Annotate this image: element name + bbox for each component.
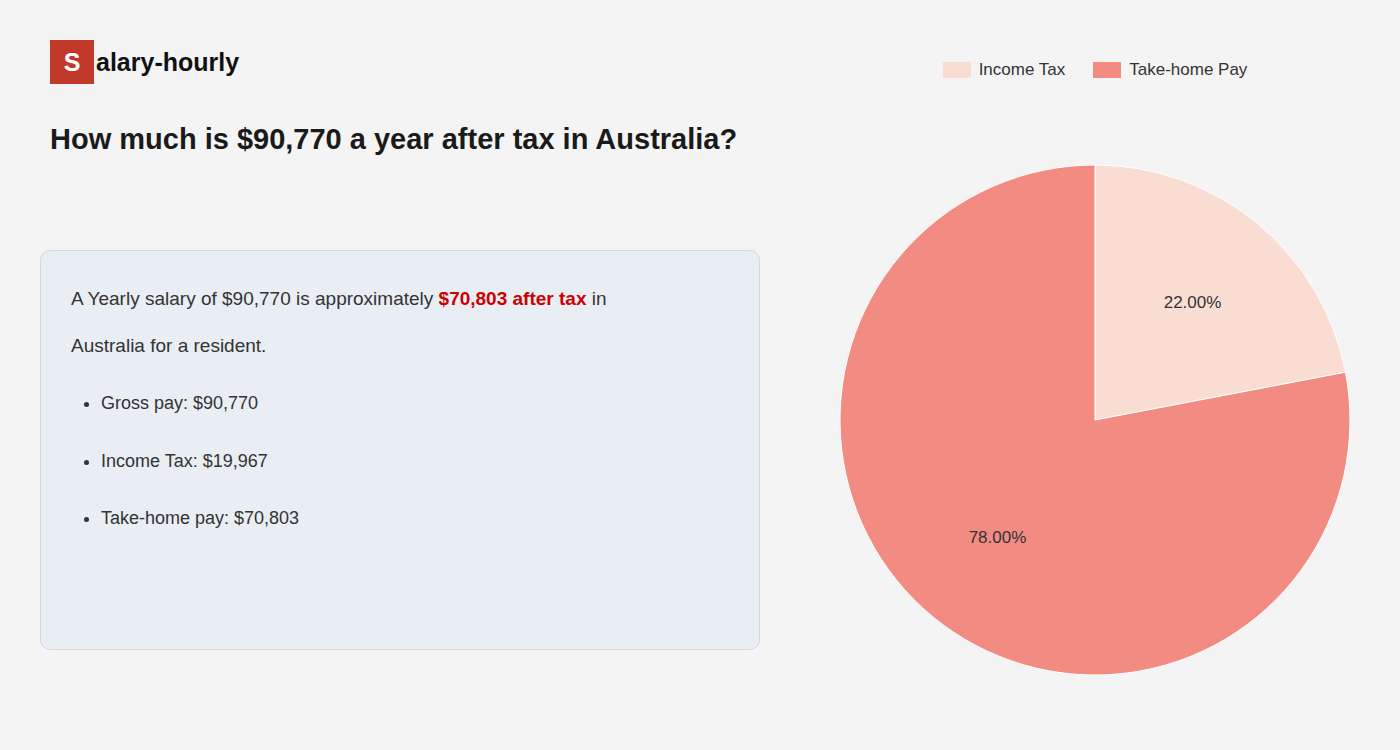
- legend-label: Income Tax: [979, 60, 1066, 80]
- data-label: 22.00%: [1164, 293, 1222, 312]
- legend-swatch: [943, 62, 971, 78]
- summary-line: A Yearly salary of $90,770 is approximat…: [71, 287, 729, 312]
- legend-item: Income Tax: [943, 60, 1066, 80]
- pie-chart: 22.00% 78.00%: [790, 110, 1400, 730]
- bullet-item: Gross pay: $90,770: [101, 392, 729, 415]
- data-label: 78.00%: [969, 528, 1027, 547]
- logo-text: alary-hourly: [96, 48, 239, 77]
- summary-line: Australia for a resident.: [71, 334, 729, 359]
- bullet-item: Take-home pay: $70,803: [101, 507, 729, 530]
- summary-highlight: $70,803 after tax: [439, 288, 587, 309]
- legend-item: Take-home Pay: [1093, 60, 1247, 80]
- title: How much is $90,770 a year after tax in …: [50, 120, 750, 159]
- logo-box: S: [50, 40, 94, 84]
- legend-label: Take-home Pay: [1129, 60, 1247, 80]
- chart-panel: Income Tax Take-home Pay 22.00% 78.00%: [790, 0, 1400, 750]
- bullet-item: Income Tax: $19,967: [101, 450, 729, 473]
- bullet-list: Gross pay: $90,770 Income Tax: $19,967 Tak…: [71, 392, 729, 530]
- pie-slice: [840, 165, 1350, 675]
- legend: Income Tax Take-home Pay: [790, 60, 1400, 80]
- summary-text: in: [586, 288, 606, 309]
- summary-text: A Yearly salary of $90,770 is approximat…: [71, 288, 439, 309]
- info-box: A Yearly salary of $90,770 is approximat…: [40, 250, 760, 650]
- logo: Salary-hourly: [50, 40, 239, 84]
- legend-swatch: [1093, 62, 1121, 78]
- slices: [840, 165, 1350, 675]
- text-panel: Salary-hourly How much is $90,770 a year …: [0, 0, 790, 750]
- data-labels: 22.00% 78.00%: [969, 293, 1222, 548]
